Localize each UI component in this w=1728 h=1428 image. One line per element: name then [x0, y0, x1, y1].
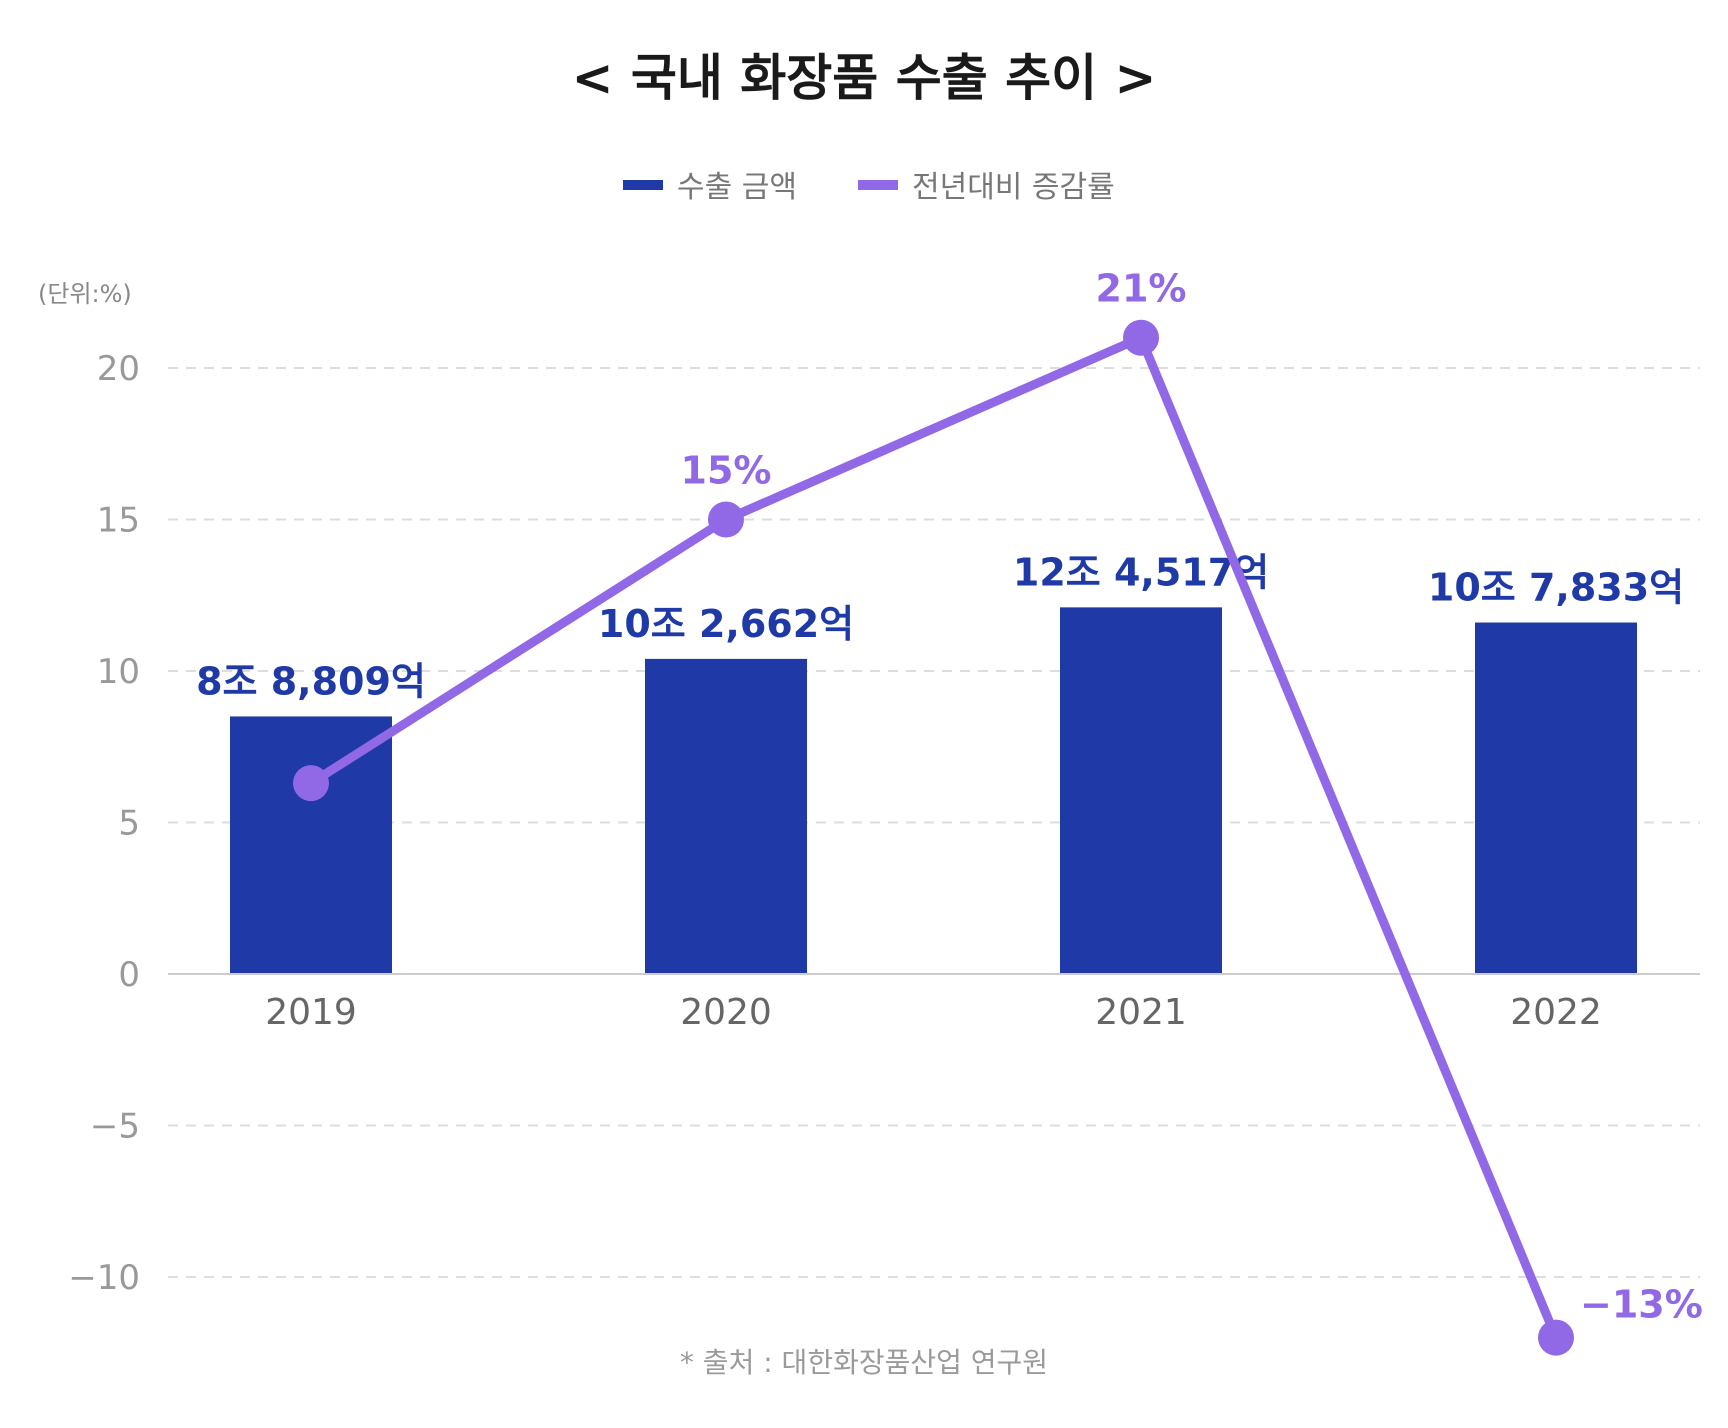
bar-2022	[1475, 622, 1637, 974]
bar-value-label: 10조 7,833억	[1428, 566, 1684, 610]
yoy-line	[306, 333, 1561, 1343]
line-point-2022	[1538, 1319, 1574, 1356]
y-tick-label: 10	[97, 652, 140, 692]
bar-value-label: 12조 4,517억	[1013, 550, 1269, 594]
x-tick-label: 2020	[680, 992, 772, 1033]
x-tick-label: 2022	[1510, 992, 1602, 1033]
y-tick-label: 5	[118, 804, 140, 844]
line-value-label: −13%	[1580, 1283, 1703, 1327]
y-tick-label: −5	[90, 1107, 140, 1147]
x-tick-label: 2021	[1095, 992, 1187, 1033]
gridlines	[168, 367, 1700, 1278]
bar-2019	[230, 716, 392, 974]
x-axis-ticks: 2019 2020 2021 2022	[265, 992, 1602, 1033]
legend-label-export-amount: 수출 금액	[677, 170, 797, 205]
x-tick-label: 2019	[265, 992, 357, 1033]
chart-title: < 국내 화장품 수출 추이 >	[572, 49, 1157, 107]
source-note: * 출처 : 대한화장품산업 연구원	[680, 1346, 1048, 1379]
line-labels: 15% 21% −13%	[681, 267, 1703, 1327]
y-tick-label: 15	[97, 501, 140, 541]
y-axis-ticks: 20 15 10 5 0 −5 −10	[68, 349, 140, 1298]
line-point-2020	[708, 501, 744, 538]
legend: 수출 금액 전년대비 증감률	[623, 170, 1115, 205]
line-value-label: 21%	[1096, 267, 1187, 311]
bar-value-label: 8조 8,809억	[196, 659, 426, 703]
bar-2020	[645, 658, 807, 974]
legend-label-yoy-change: 전년대비 증감률	[912, 170, 1115, 205]
line-point-2021	[1123, 319, 1159, 356]
line-value-label: 15%	[681, 449, 772, 493]
bars	[230, 607, 1637, 974]
line-point-2019	[293, 765, 329, 802]
yoy-line-series	[293, 319, 1574, 1356]
y-tick-label: 0	[118, 955, 140, 995]
y-tick-label: 20	[97, 349, 140, 389]
unit-label: (단위:%)	[38, 280, 132, 308]
legend-swatch-export-amount	[623, 180, 663, 190]
bar-labels: 8조 8,809억 10조 2,662억 12조 4,517억 10조 7,833억	[196, 550, 1684, 703]
bar-value-label: 10조 2,662억	[598, 602, 854, 646]
y-tick-label: −10	[68, 1258, 140, 1298]
legend-swatch-yoy-change	[858, 180, 898, 190]
bar-2021	[1060, 607, 1222, 974]
